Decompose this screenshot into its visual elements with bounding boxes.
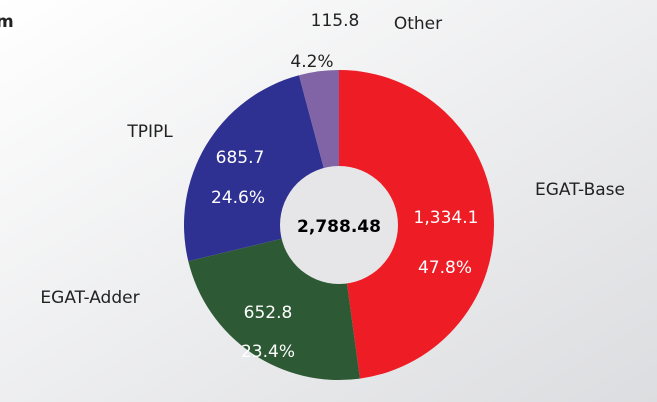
category-label: EGAT-Base [535,180,625,200]
category-label: TPIPL [126,122,173,142]
value-label: 115.8 [311,11,360,31]
percent-label: 23.4% [241,342,295,362]
percent-label: 4.2% [290,52,333,72]
category-label: EGAT-Adder [40,288,139,308]
value-label: 685.7 [216,148,265,168]
value-label: 1,334.1 [414,208,479,228]
value-label: 652.8 [244,303,293,323]
center-total: 2,788.48 [297,217,381,237]
chart-title: m [0,12,14,32]
donut-hole [280,166,398,284]
percent-label: 47.8% [418,258,472,278]
percent-label: 24.6% [211,188,265,208]
category-label: Other [394,14,442,34]
donut-slice [339,70,494,379]
